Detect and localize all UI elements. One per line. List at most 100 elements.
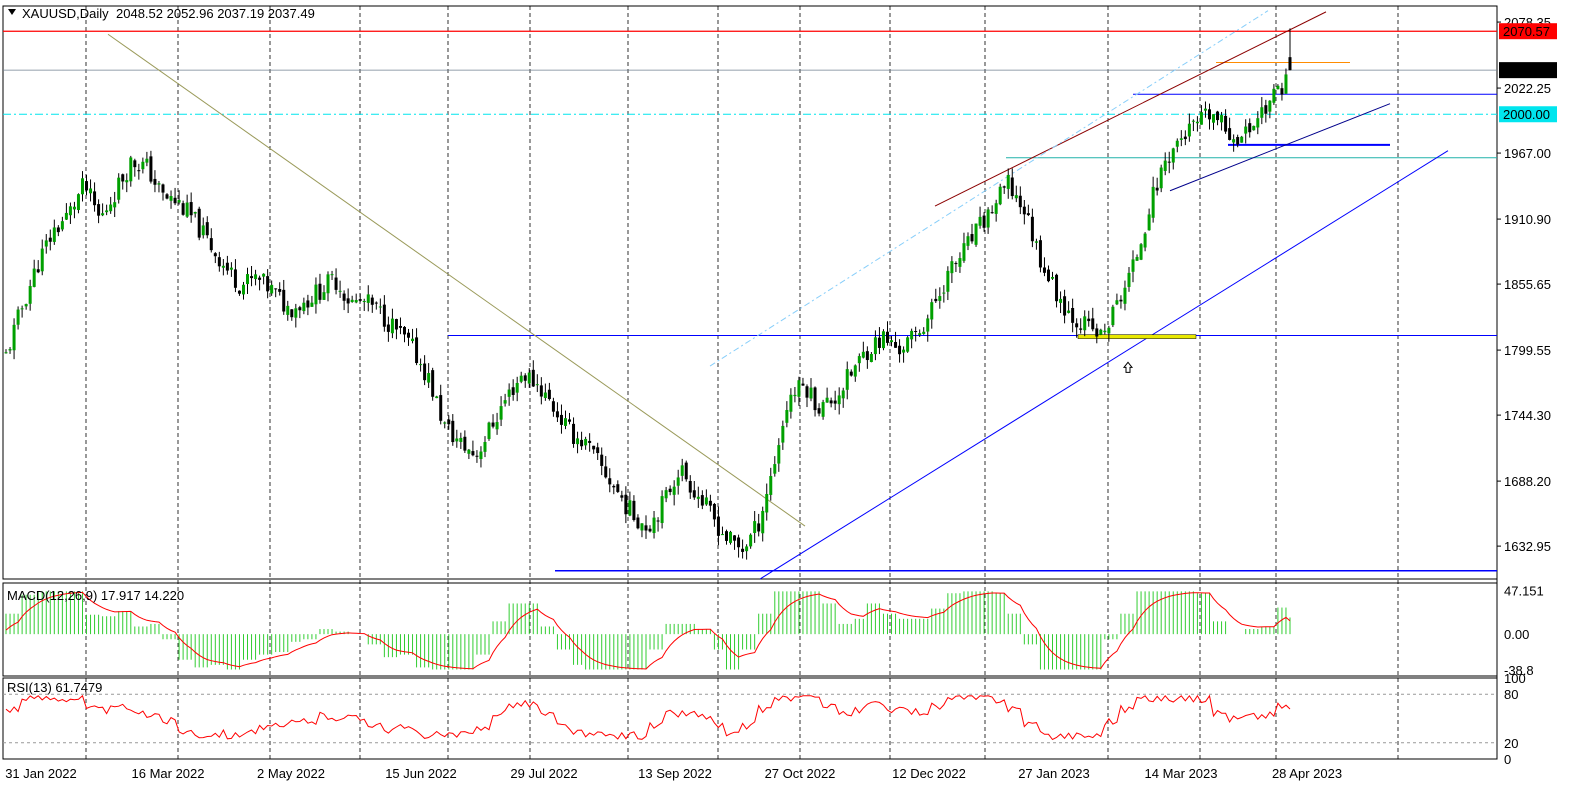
candle-body	[881, 331, 885, 349]
candle-body	[640, 523, 644, 531]
time-label: 2 May 2022	[257, 766, 325, 781]
macd-panel[interactable]	[2, 582, 1498, 677]
candle-body	[181, 203, 185, 215]
candle-body	[1055, 274, 1059, 302]
candle-body	[596, 447, 600, 454]
candle-body	[326, 274, 330, 294]
candle-body	[105, 210, 109, 213]
candle-body	[24, 304, 28, 307]
candle-body	[877, 337, 881, 348]
candle-body	[1038, 240, 1042, 268]
candle-body	[1264, 105, 1268, 114]
candle-body	[572, 423, 576, 444]
candle-body	[821, 402, 825, 417]
candle-body	[632, 500, 636, 521]
candle-body	[1083, 316, 1087, 331]
candle-body	[656, 520, 660, 522]
candle-body	[664, 490, 668, 499]
channel-lower	[1169, 103, 1391, 192]
candle-body	[423, 363, 427, 381]
rsi-panel[interactable]	[2, 677, 1498, 760]
candle-body	[1260, 107, 1264, 118]
candle-body	[1091, 318, 1095, 330]
candle-body	[628, 500, 632, 516]
candle-body	[845, 369, 849, 390]
candle-body	[704, 497, 708, 505]
candle-body	[1236, 137, 1240, 145]
candle-body	[298, 307, 302, 311]
candle-body	[809, 387, 813, 399]
candle-body	[781, 425, 785, 443]
candle-body	[563, 418, 567, 426]
candle-body	[1143, 233, 1147, 248]
candle-body	[753, 521, 757, 534]
candle-body	[885, 331, 889, 343]
candle-body	[378, 306, 382, 308]
candle-body	[604, 466, 608, 478]
candle-body	[89, 188, 93, 194]
candle-body	[318, 283, 322, 300]
price-tick: 1855.65	[1504, 277, 1551, 292]
candle-body	[1155, 187, 1159, 191]
candle-body	[1075, 323, 1079, 328]
candle-body	[998, 186, 1002, 205]
candle-body	[1151, 186, 1155, 218]
candle-body	[785, 410, 789, 423]
candle-body	[672, 486, 676, 495]
candle-body	[97, 204, 101, 216]
candle-body	[4, 352, 8, 354]
time-label: 14 Mar 2023	[1145, 766, 1218, 781]
candle-body	[849, 371, 853, 376]
candle-body	[1159, 167, 1163, 189]
candle-body	[765, 493, 769, 513]
candle-body	[250, 276, 254, 279]
candle-body	[580, 439, 584, 447]
price-panel[interactable]	[2, 5, 1498, 580]
candle-body	[394, 319, 398, 330]
candle-body	[1191, 120, 1195, 122]
candle-body	[652, 517, 656, 534]
candle-body	[837, 395, 841, 405]
candle-body	[853, 365, 857, 377]
candle-body	[133, 160, 137, 168]
candle-body	[1187, 123, 1191, 137]
candle-body	[1171, 148, 1175, 163]
candle-body	[282, 289, 286, 312]
candle-body	[688, 480, 692, 493]
candle-body	[447, 419, 451, 425]
symbol-label: XAUUSD,Daily	[22, 6, 109, 21]
candle-body	[978, 216, 982, 226]
candle-body	[362, 300, 366, 303]
candle-body	[402, 326, 406, 335]
candle-body	[246, 274, 250, 285]
candle-body	[165, 194, 169, 199]
time-label: 31 Jan 2022	[5, 766, 77, 781]
time-label: 16 Mar 2022	[132, 766, 205, 781]
candle-body	[910, 330, 914, 340]
candle-body	[761, 510, 765, 534]
candle-body	[382, 304, 386, 327]
candle-body	[354, 300, 358, 303]
candle-body	[427, 373, 431, 383]
candle-body	[237, 290, 241, 294]
candle-body	[539, 385, 543, 397]
candle-body	[189, 202, 193, 216]
candle-body	[869, 353, 873, 363]
candle-body	[169, 196, 173, 201]
candle-body	[1127, 272, 1131, 287]
candle-body	[974, 223, 978, 245]
candle-body	[443, 422, 447, 424]
menu-triangle-icon[interactable]	[8, 9, 16, 15]
candle-body	[193, 212, 197, 214]
macd-tick: 0.00	[1504, 627, 1529, 642]
candle-body	[966, 236, 970, 246]
candle-body	[636, 517, 640, 529]
candle-body	[946, 270, 950, 292]
candle-body	[712, 503, 716, 520]
macd-tick: 47.151	[1504, 583, 1544, 598]
ohlc-label: 2048.52 2052.96 2037.19 2037.49	[116, 6, 315, 21]
candle-body	[644, 525, 648, 531]
candle-body	[1115, 300, 1119, 305]
rsi-label: RSI(13) 61.7479	[7, 680, 102, 695]
